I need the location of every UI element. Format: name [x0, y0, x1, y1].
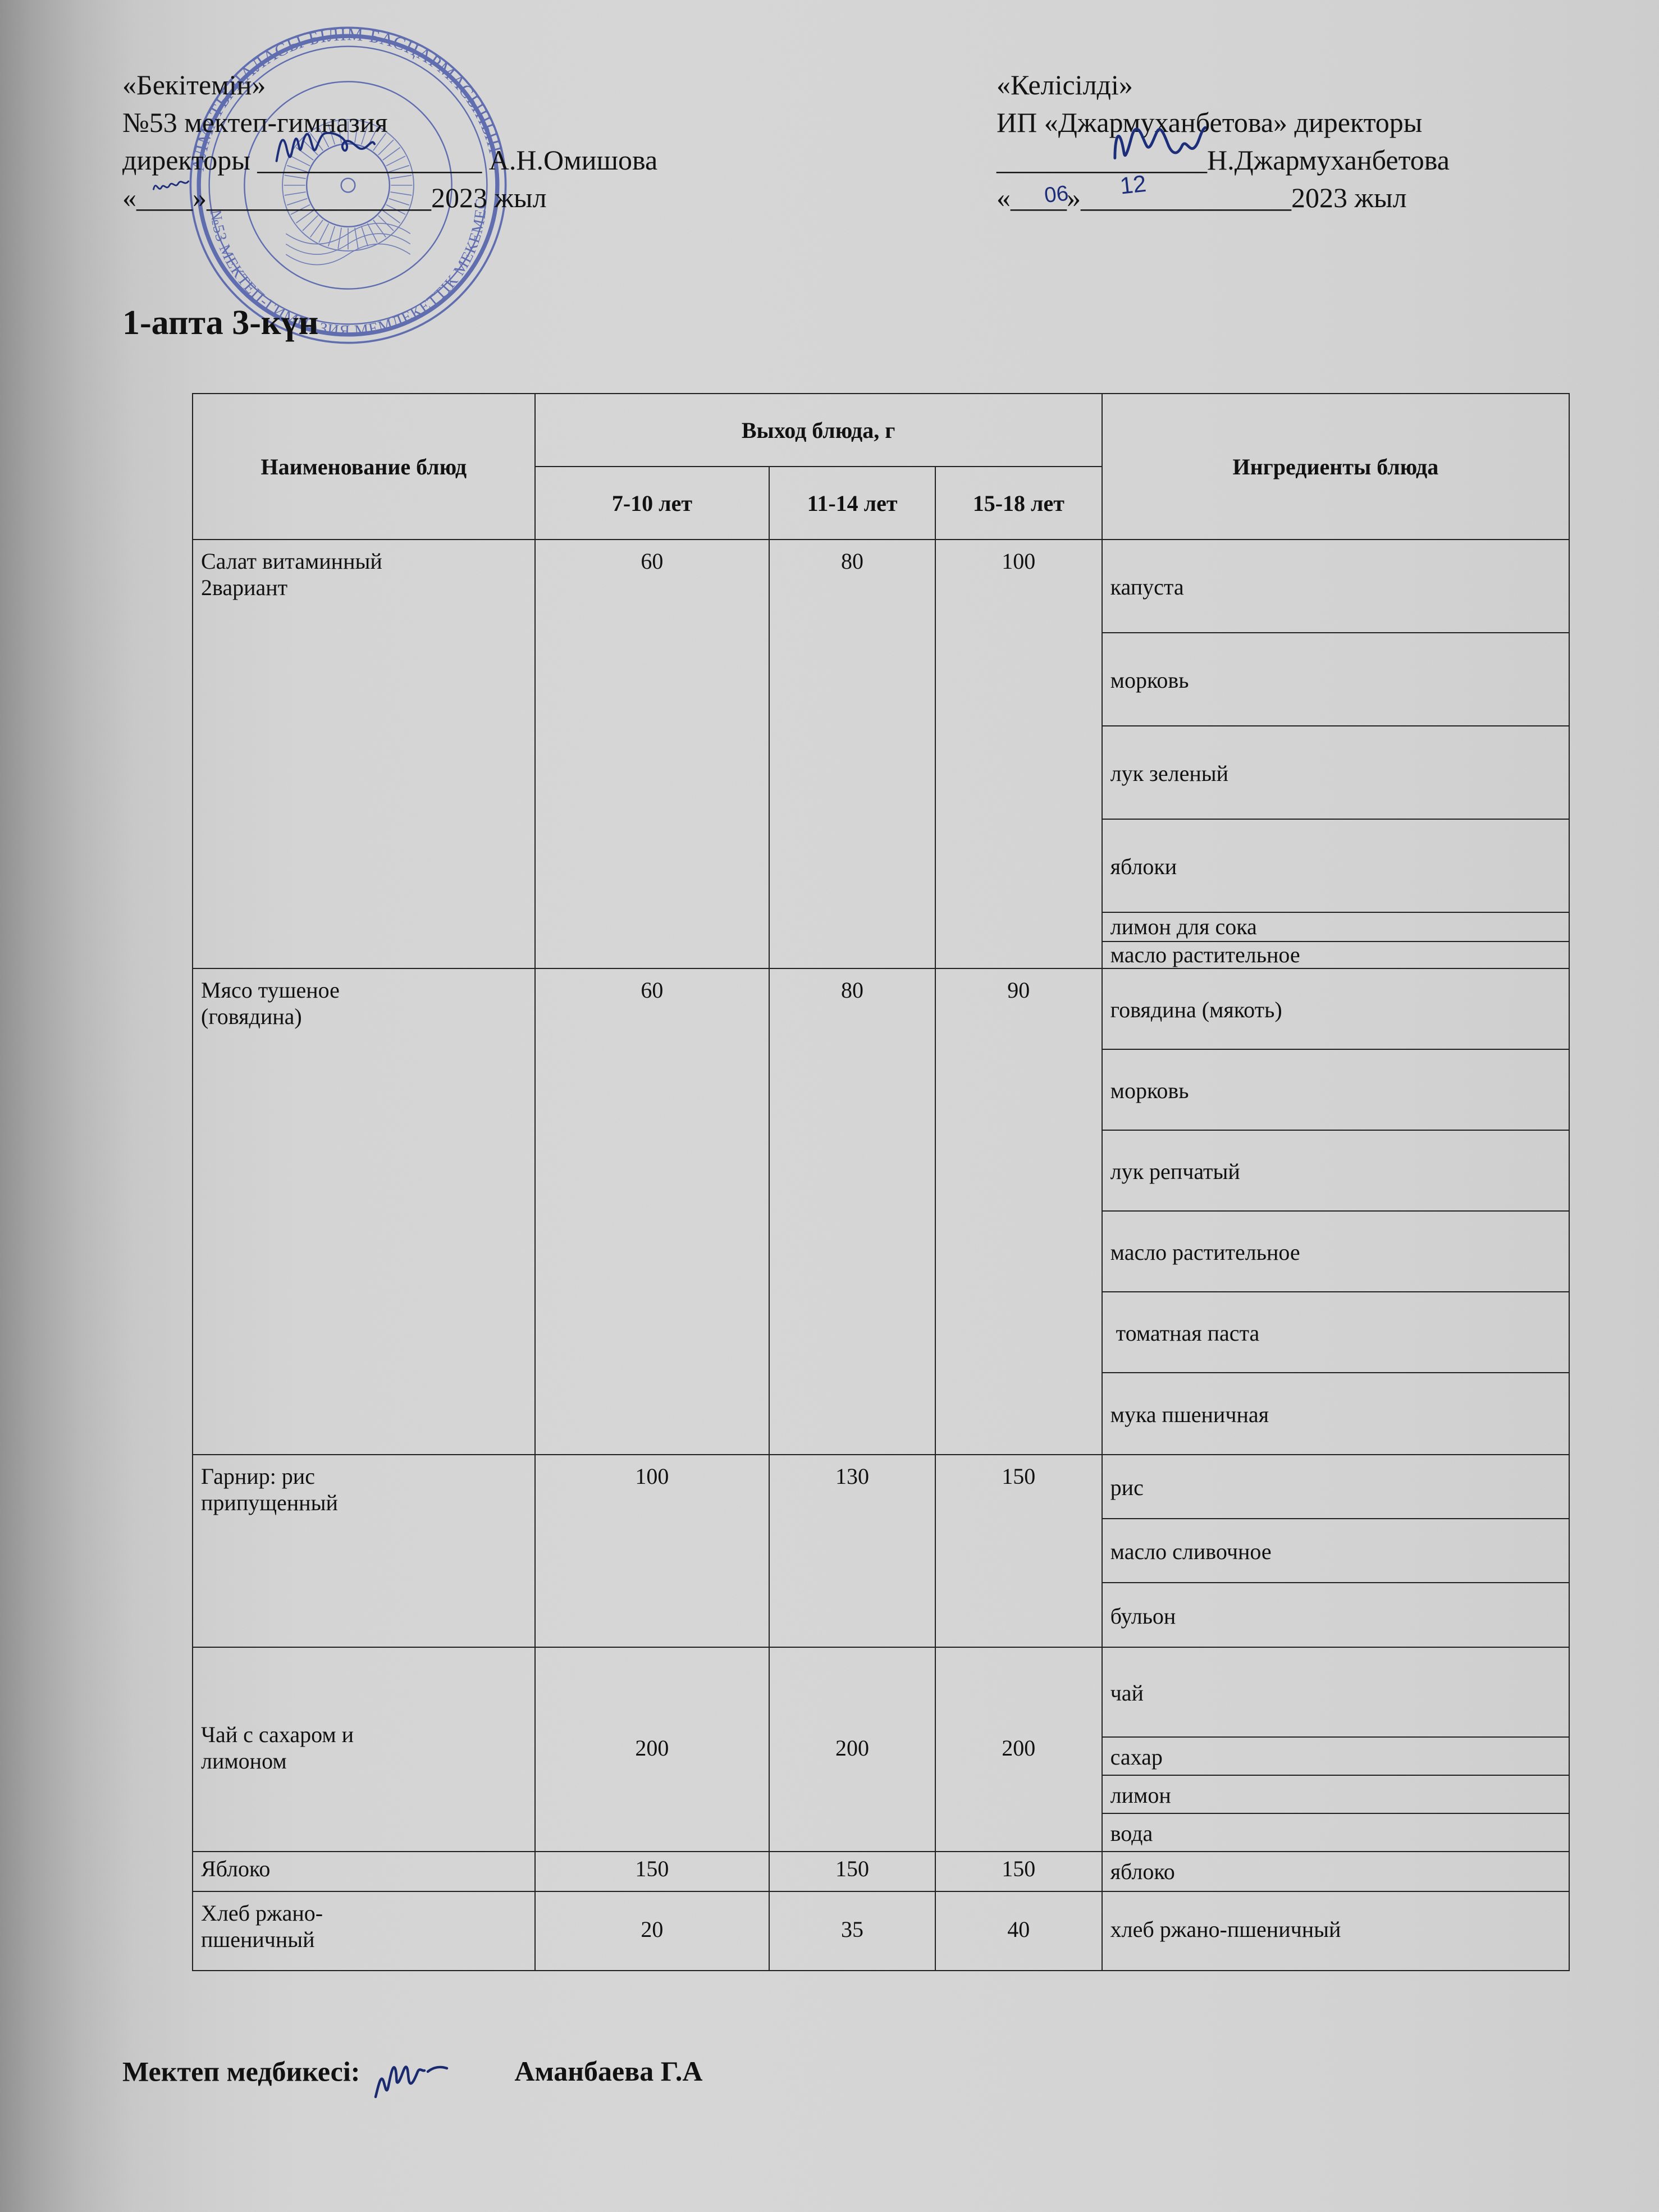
svg-text:06: 06: [1043, 181, 1070, 208]
svg-text:12: 12: [1118, 170, 1147, 199]
